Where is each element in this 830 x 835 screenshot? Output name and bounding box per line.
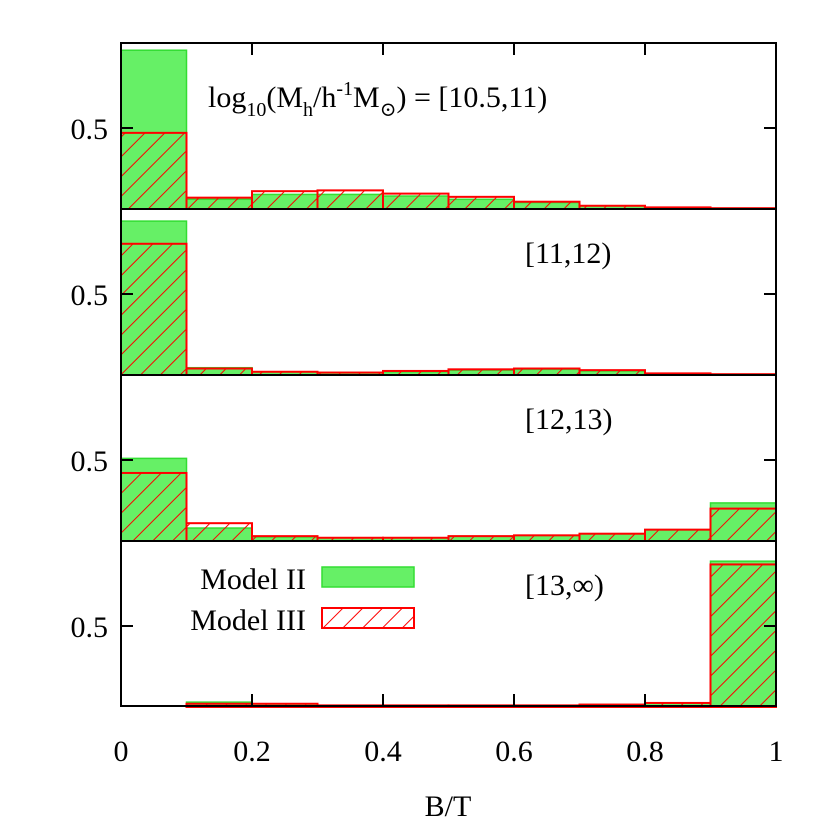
legend-swatch-model-iii	[321, 607, 415, 629]
bar-p2-model-iii-1	[185, 522, 253, 542]
legend-label-model-iii: Model III	[190, 604, 306, 637]
x-tick-label-1: 0.2	[233, 735, 271, 768]
bar-p1-model-iii-0	[120, 242, 188, 376]
panel-label-0-open: (M	[266, 81, 303, 114]
panel-label-0-sun: ⊙	[380, 99, 397, 121]
bar-p2-model-iii-0	[120, 471, 188, 542]
panel-label-0-sub10: 10	[246, 99, 266, 121]
bar-p0-model-iii-0	[120, 131, 188, 210]
y-tick-label-2: 0.5	[71, 445, 109, 478]
legend-swatch-model-ii	[321, 566, 415, 588]
panel-label-0-slash: /h	[313, 81, 336, 114]
y-tick-label-3: 0.5	[71, 611, 109, 644]
panel-label-1: [11,12)	[525, 237, 611, 270]
bar-p0-model-iii-1	[185, 196, 253, 211]
panel-frame-2	[120, 374, 777, 542]
bar-p2-model-iii-8	[644, 528, 712, 542]
x-tick-label-2: 0.4	[364, 735, 402, 768]
x-tick-label-4: 0.8	[626, 735, 664, 768]
legend: Model II Model III	[190, 563, 415, 637]
x-tick-label-3: 0.6	[495, 735, 533, 768]
panel-label-0-sup: -1	[336, 78, 353, 100]
x-tick-label-0: 0	[114, 735, 129, 768]
x-tick-label-5: 1	[769, 735, 784, 768]
bar-p0-model-iii-4	[382, 192, 450, 211]
x-axis-label: B/T	[425, 790, 472, 823]
legend-label-model-ii: Model II	[200, 563, 306, 596]
panel-label-2: [12,13)	[525, 403, 612, 436]
panel-label-0-rest: ) = [10.5,11)	[396, 81, 547, 114]
panel-frame-1	[120, 208, 777, 376]
y-tick-label-0: 0.5	[71, 113, 109, 146]
panel-frame-0	[120, 42, 777, 210]
panel-label-0-m: M	[353, 81, 380, 114]
bar-p3-model-iii-9	[709, 563, 777, 708]
panel-label-0-subh: h	[303, 99, 313, 121]
panel-label-0: log10(Mh/h-1M⊙) = [10.5,11)	[208, 78, 547, 121]
panel-label-0-log: log	[208, 81, 246, 114]
bar-p2-model-iii-7	[578, 532, 646, 543]
ticks-layer	[120, 43, 777, 706]
y-tick-label-1: 0.5	[71, 279, 109, 312]
bar-p0-model-iii-3	[316, 189, 384, 210]
panel-label-3: [13,∞)	[525, 569, 604, 602]
bar-p0-model-iii-6	[513, 200, 581, 211]
bar-p0-model-iii-2	[251, 190, 319, 210]
bar-p0-model-iii-5	[447, 195, 515, 211]
panel-frame-3	[120, 540, 777, 707]
bar-p2-model-iii-9	[709, 507, 777, 543]
